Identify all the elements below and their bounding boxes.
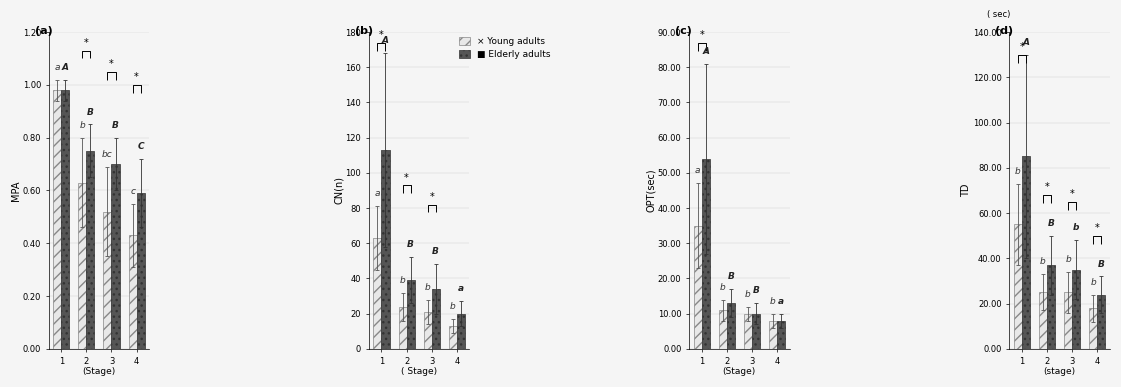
- Legend: × Young adults, ■ Elderly adults: × Young adults, ■ Elderly adults: [458, 36, 550, 59]
- Bar: [1072, 270, 1081, 349]
- Bar: [137, 193, 145, 349]
- Text: *: *: [1019, 42, 1025, 52]
- Bar: [726, 303, 735, 349]
- Bar: [111, 164, 120, 349]
- Text: B: B: [1048, 219, 1055, 228]
- Text: ( sec): ( sec): [988, 10, 1010, 19]
- Bar: [103, 212, 111, 349]
- Text: (d): (d): [995, 26, 1013, 36]
- Text: *: *: [700, 30, 704, 40]
- Bar: [694, 226, 702, 349]
- X-axis label: ( Stage): ( Stage): [401, 367, 437, 376]
- Bar: [1064, 292, 1072, 349]
- Text: a: a: [374, 189, 380, 199]
- Text: b: b: [1073, 223, 1080, 232]
- Text: b: b: [1040, 257, 1046, 266]
- Text: A: A: [1022, 38, 1029, 47]
- Text: *: *: [405, 173, 409, 183]
- Text: (c): (c): [675, 26, 692, 36]
- Text: a: a: [778, 297, 784, 306]
- Bar: [448, 326, 457, 349]
- Bar: [424, 312, 432, 349]
- Text: *: *: [1045, 182, 1049, 192]
- Bar: [1039, 292, 1047, 349]
- Bar: [381, 150, 389, 349]
- Text: b: b: [400, 276, 406, 284]
- Text: *: *: [1095, 223, 1100, 233]
- Text: B: B: [87, 108, 94, 116]
- Text: b: b: [425, 283, 430, 292]
- Text: B: B: [1097, 260, 1104, 269]
- Text: A: A: [382, 36, 389, 45]
- Text: a: a: [55, 63, 61, 72]
- Text: B: B: [752, 286, 759, 295]
- Bar: [399, 307, 407, 349]
- X-axis label: (stage): (stage): [1044, 367, 1076, 376]
- Bar: [129, 235, 137, 349]
- Bar: [407, 280, 415, 349]
- Text: (b): (b): [354, 26, 373, 36]
- Text: a: a: [457, 284, 464, 293]
- Text: B: B: [112, 121, 119, 130]
- Text: a: a: [695, 166, 701, 175]
- Y-axis label: TD: TD: [962, 184, 972, 197]
- Text: b: b: [450, 302, 456, 311]
- Text: *: *: [109, 59, 114, 69]
- Text: b: b: [720, 283, 725, 292]
- Text: *: *: [84, 38, 89, 48]
- Y-axis label: OPT(sec): OPT(sec): [647, 169, 656, 212]
- Bar: [373, 238, 381, 349]
- Y-axis label: CN(n): CN(n): [334, 176, 344, 204]
- Text: b: b: [745, 290, 751, 299]
- Bar: [777, 321, 785, 349]
- Text: *: *: [1069, 189, 1075, 199]
- Text: B: B: [433, 247, 439, 257]
- Text: B: B: [728, 272, 734, 281]
- Text: *: *: [135, 72, 139, 82]
- Text: b: b: [770, 297, 776, 306]
- Y-axis label: MPA: MPA: [11, 180, 21, 201]
- Bar: [1047, 265, 1055, 349]
- Bar: [62, 90, 70, 349]
- Bar: [432, 289, 439, 349]
- Bar: [744, 313, 752, 349]
- Text: bc: bc: [102, 150, 113, 159]
- Text: A: A: [702, 47, 710, 56]
- Text: (a): (a): [35, 26, 53, 36]
- Text: b: b: [1091, 277, 1096, 287]
- Bar: [1090, 308, 1097, 349]
- Text: A: A: [62, 63, 68, 72]
- Text: c: c: [130, 187, 136, 196]
- Text: C: C: [138, 142, 143, 151]
- Bar: [702, 159, 710, 349]
- Bar: [752, 313, 760, 349]
- Bar: [1013, 224, 1022, 349]
- Bar: [1022, 156, 1030, 349]
- X-axis label: (Stage): (Stage): [82, 367, 115, 376]
- Bar: [1097, 295, 1105, 349]
- Text: B: B: [407, 240, 414, 249]
- Bar: [719, 310, 726, 349]
- Bar: [78, 183, 86, 349]
- Text: *: *: [429, 192, 434, 202]
- Text: b: b: [1065, 255, 1071, 264]
- Bar: [769, 321, 777, 349]
- Bar: [457, 313, 465, 349]
- Bar: [53, 90, 62, 349]
- X-axis label: (Stage): (Stage): [723, 367, 756, 376]
- Text: b: b: [1015, 167, 1021, 176]
- Text: *: *: [379, 30, 383, 40]
- Text: b: b: [80, 121, 85, 130]
- Bar: [86, 151, 94, 349]
